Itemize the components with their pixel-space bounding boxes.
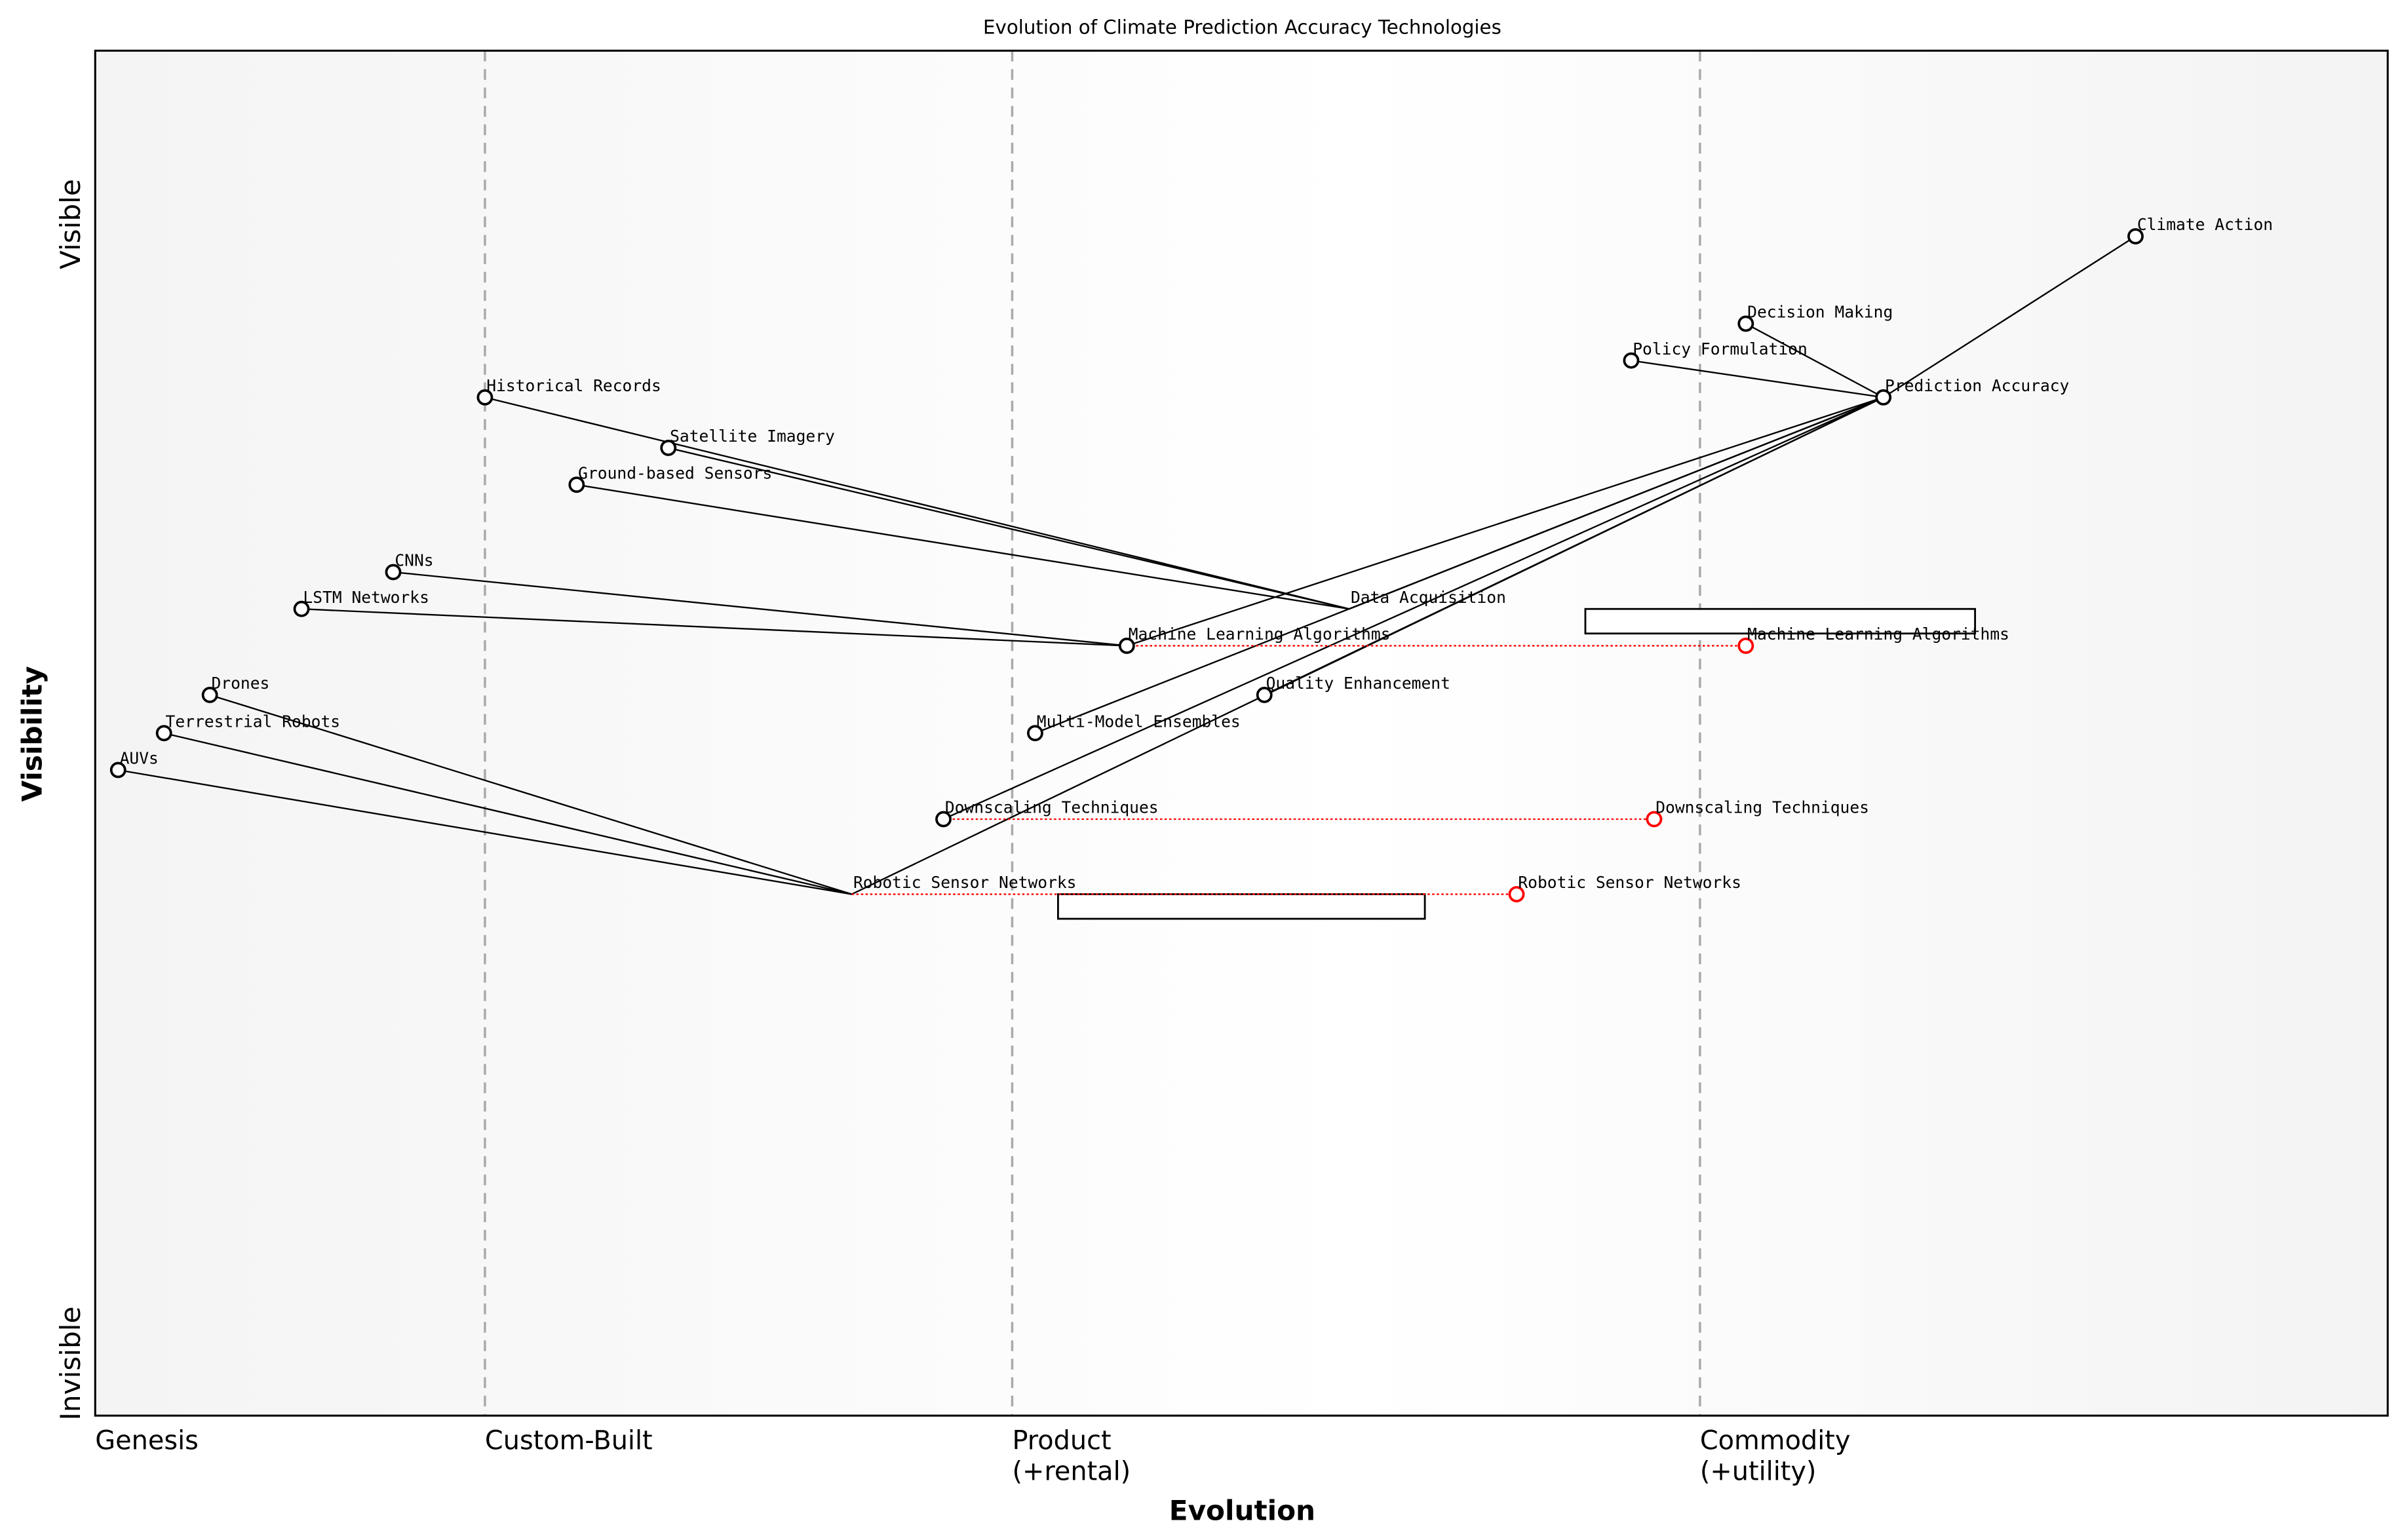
stage-label-custom-built: Custom-Built <box>485 1426 653 1456</box>
component-label-lstm-networks: LSTM Networks <box>303 588 429 607</box>
link-robotic-sensor-networks-to-auvs <box>118 769 852 895</box>
link-machine-learning-algorithms-to-cnns <box>393 571 1127 647</box>
stage-label-product-rental-: Product (+rental) <box>1012 1426 1131 1487</box>
link-prediction-accuracy-to-multi-model-ensembles <box>1035 396 1884 734</box>
link-prediction-accuracy-to-downscaling-techniques <box>943 396 1884 820</box>
component-label-cnns: CNNs <box>395 551 433 570</box>
link-machine-learning-algorithms-to-lstm-networks <box>301 608 1127 647</box>
link-robotic-sensor-networks-to-terrestrial-robots <box>163 732 852 895</box>
link-decision-making-to-prediction-accuracy <box>1745 322 1884 398</box>
link-robotic-sensor-networks-to-drones <box>209 694 852 895</box>
component-node-cnns <box>385 564 402 581</box>
component-label-multi-model-ensembles: Multi-Model Ensembles <box>1037 712 1241 731</box>
x-axis-title: Evolution <box>1169 1495 1315 1527</box>
component-node-auvs <box>109 761 126 779</box>
map-title: Evolution of Climate Prediction Accuracy… <box>983 16 1501 39</box>
component-node-drones <box>201 687 218 703</box>
y-label-visible: Visible <box>54 179 87 269</box>
link-data-acquisition-to-ground-based-sensors <box>576 484 1349 610</box>
plot-frame <box>94 49 2389 1417</box>
evolved-label-downscaling-techniques: Downscaling Techniques <box>1655 798 1869 817</box>
evolved-node-downscaling-techniques <box>1646 811 1663 828</box>
component-label-ground-based-sensors: Ground-based Sensors <box>578 463 772 482</box>
component-label-quality-enhancement: Quality Enhancement <box>1266 674 1450 693</box>
link-climate-action-to-prediction-accuracy <box>1883 235 2137 398</box>
evolved-node-machine-learning-algorithms <box>1737 638 1754 654</box>
component-label-policy-formulation: Policy Formulation <box>1633 339 1808 358</box>
component-label-decision-making: Decision Making <box>1747 303 1893 322</box>
component-node-machine-learning-algorithms <box>1118 638 1135 654</box>
evolved-label-machine-learning-algorithms: Machine Learning Algorithms <box>1747 625 2009 644</box>
link-data-acquisition-to-historical-records <box>484 396 1349 610</box>
link-data-acquisition-to-satellite-imagery <box>668 447 1349 610</box>
stage-label-commodity-utility-: Commodity (+utility) <box>1700 1426 1851 1487</box>
link-policy-formulation-to-prediction-accuracy <box>1631 359 1884 398</box>
component-node-lstm-networks <box>293 600 310 617</box>
pipeline-box <box>1584 607 1977 635</box>
component-label-machine-learning-algorithms: Machine Learning Algorithms <box>1129 625 1391 644</box>
component-node-quality-enhancement <box>1256 687 1273 703</box>
component-node-ground-based-sensors <box>568 476 585 493</box>
component-label-terrestrial-robots: Terrestrial Robots <box>166 712 341 731</box>
component-label-downscaling-techniques: Downscaling Techniques <box>945 798 1159 817</box>
component-node-prediction-accuracy <box>1875 389 1892 406</box>
link-prediction-accuracy-to-machine-learning-algorithms <box>1126 396 1884 647</box>
stage-label-genesis: Genesis <box>95 1426 199 1456</box>
component-label-data-acquisition: Data Acquisition <box>1351 588 1506 607</box>
component-label-robotic-sensor-networks: Robotic Sensor Networks <box>853 873 1077 892</box>
component-node-decision-making <box>1737 315 1754 332</box>
component-node-satellite-imagery <box>660 440 677 456</box>
component-node-terrestrial-robots <box>155 725 172 742</box>
component-node-historical-records <box>476 389 494 406</box>
pipeline-box <box>1057 893 1426 920</box>
component-label-prediction-accuracy: Prediction Accuracy <box>1885 376 2069 395</box>
y-axis-title: Visibility <box>16 666 48 801</box>
component-label-drones: Drones <box>212 674 270 693</box>
component-node-climate-action <box>2127 228 2144 245</box>
y-label-invisible: Invisible <box>54 1307 87 1421</box>
component-node-downscaling-techniques <box>935 811 952 828</box>
component-node-multi-model-ensembles <box>1027 725 1043 742</box>
component-label-auvs: AUVs <box>120 749 159 768</box>
evolved-label-robotic-sensor-networks: Robotic Sensor Networks <box>1518 873 1741 892</box>
component-label-historical-records: Historical Records <box>486 376 661 395</box>
component-label-climate-action: Climate Action <box>2137 215 2273 234</box>
plot-background <box>95 50 2388 1416</box>
evolved-node-robotic-sensor-networks <box>1508 886 1525 902</box>
component-node-policy-formulation <box>1623 352 1640 369</box>
component-label-satellite-imagery: Satellite Imagery <box>670 427 835 446</box>
